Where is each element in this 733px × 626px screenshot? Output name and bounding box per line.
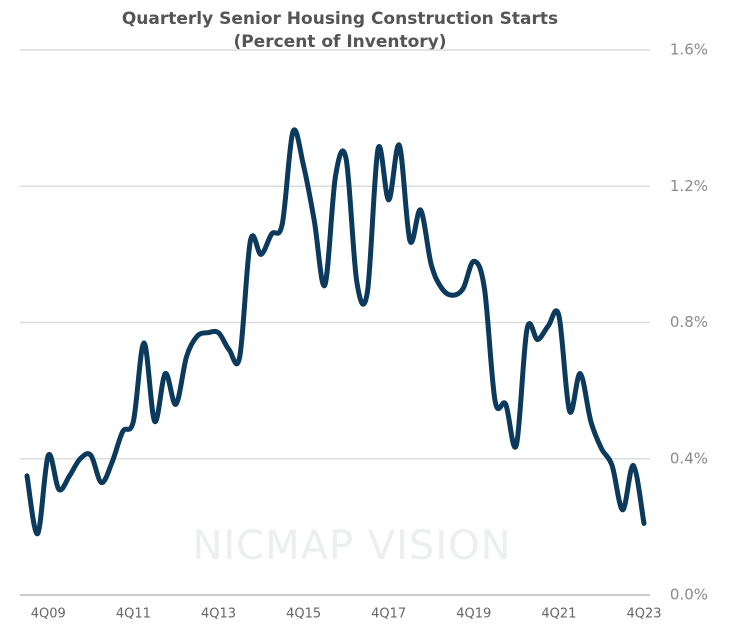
chart-subtitle: (Percent of Inventory) [233, 32, 446, 52]
x-tick-label: 4Q23 [626, 607, 661, 622]
y-tick-label: 0.8% [670, 313, 708, 331]
chart-title: Quarterly Senior Housing Construction St… [122, 9, 558, 29]
x-tick-label: 4Q15 [286, 607, 321, 622]
x-tick-label: 4Q13 [201, 607, 236, 622]
y-tick-label: 0.0% [670, 586, 708, 604]
x-tick-label: 4Q17 [371, 607, 406, 622]
x-tick-label: 4Q11 [116, 607, 151, 622]
y-tick-label: 1.6% [670, 41, 708, 59]
y-tick-label: 1.2% [670, 177, 708, 195]
watermark: NICMAP VISION [192, 523, 511, 569]
y-tick-label: 0.4% [670, 449, 708, 467]
x-tick-label: 4Q19 [456, 607, 491, 622]
x-tick-label: 4Q09 [31, 607, 66, 622]
data-line [24, 127, 647, 537]
x-tick-label: 4Q21 [541, 607, 576, 622]
